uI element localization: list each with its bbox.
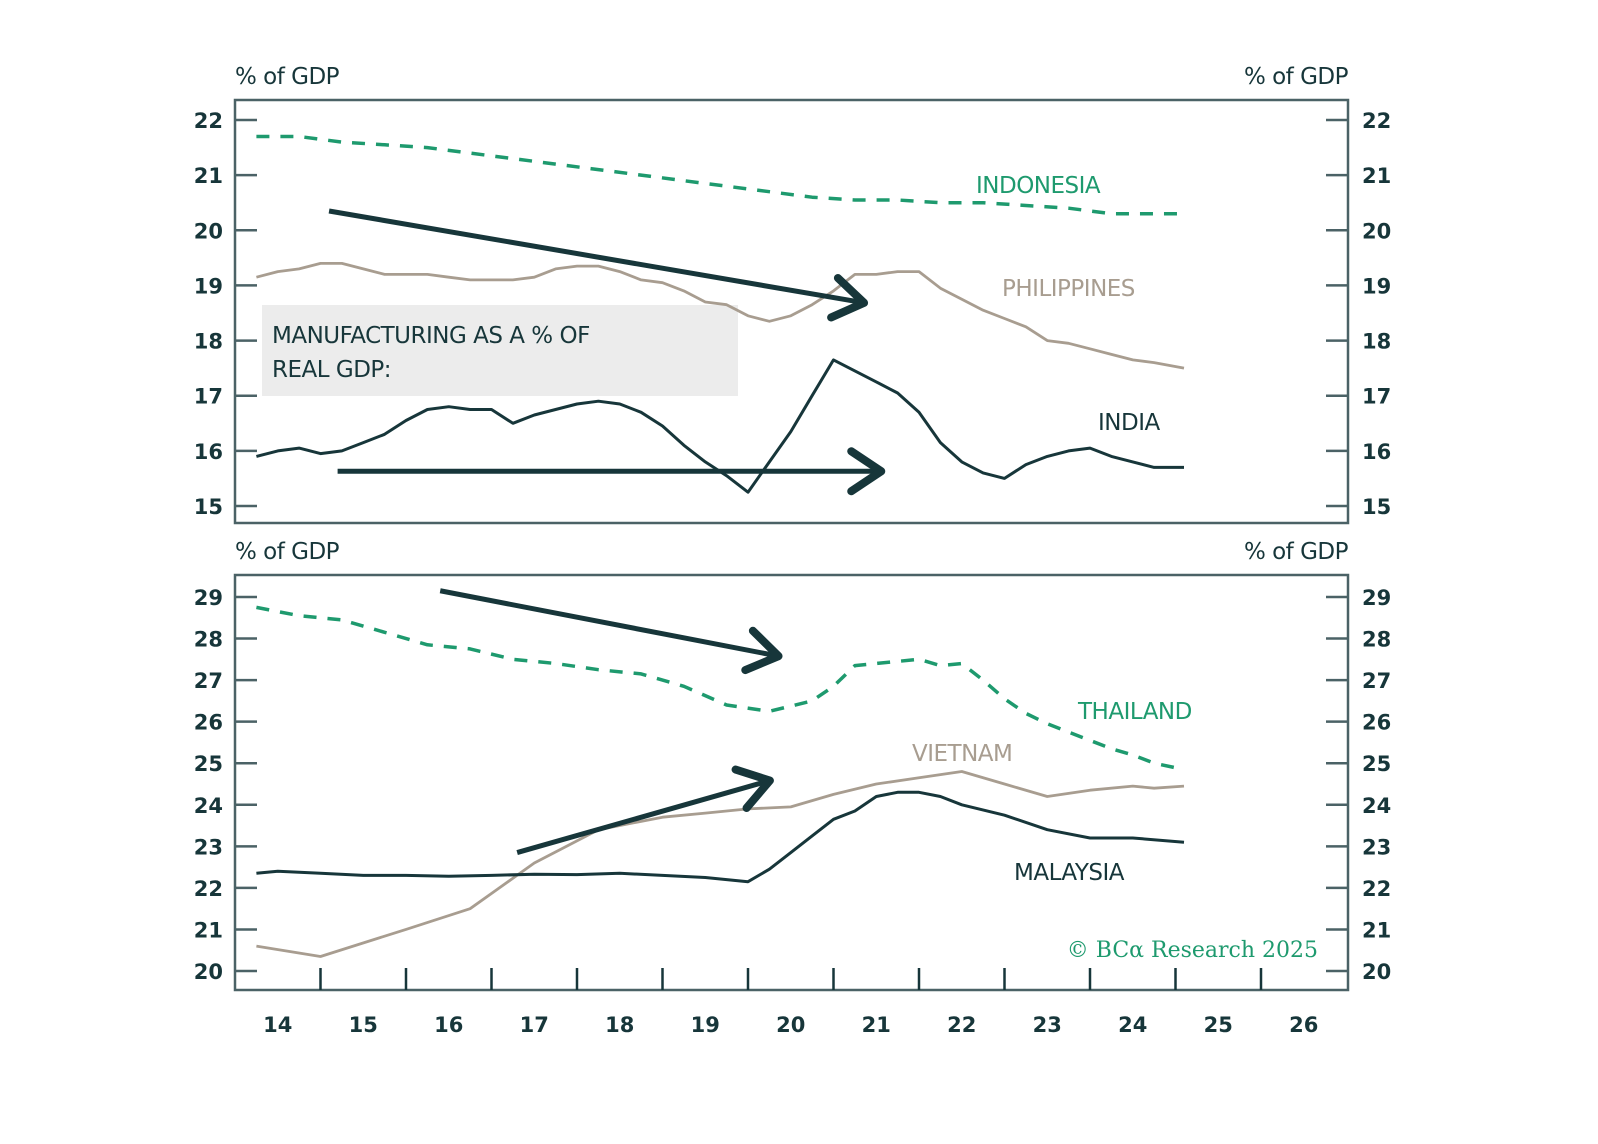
- y-tick-label-right: 17: [1362, 385, 1391, 409]
- y-tick-label-right: 18: [1362, 330, 1391, 354]
- series-line-philippines: [256, 261, 1185, 370]
- y-tick-label-right: 29: [1362, 586, 1391, 610]
- y-tick-label-right: 22: [1362, 877, 1391, 901]
- x-tick-label: 24: [1118, 1013, 1147, 1037]
- x-tick-label: 17: [520, 1013, 549, 1037]
- y-tick-label-left: 29: [194, 586, 223, 610]
- y-tick-label-right: 22: [1362, 109, 1391, 133]
- right-axis-title: % of GDP: [1244, 539, 1349, 565]
- y-tick-label-left: 18: [194, 330, 223, 354]
- x-ticks: 14 15 16 17 18 19 20 21 22 23 24 25 26: [263, 968, 1318, 1037]
- plot-frame: [233, 573, 1350, 992]
- top-panel: % of GDP % of GDP 15 15 16 16 17 17 18 18 19 19 20…: [194, 64, 1391, 525]
- y-tick-label-left: 28: [194, 628, 223, 652]
- y-tick-label-right: 23: [1362, 835, 1391, 859]
- y-tick-label-left: 20: [194, 960, 223, 984]
- y-tick-label-left: 16: [194, 440, 223, 464]
- y-ticks: 15 15 16 16 17 17 18 18 19 19 20 20 21 21 22 22: [194, 109, 1391, 519]
- x-tick-label: 18: [605, 1013, 634, 1037]
- y-tick-label-right: 26: [1362, 711, 1391, 735]
- x-tick-label: 26: [1289, 1013, 1318, 1037]
- series-label-thailand: THAILAND: [1077, 699, 1192, 725]
- y-tick-label-right: 16: [1362, 440, 1391, 464]
- series-line-malaysia: [256, 790, 1185, 884]
- series-layer: [256, 605, 1185, 958]
- y-tick-label-right: 21: [1362, 918, 1391, 942]
- plot-frame: [233, 98, 1350, 525]
- bottom-panel: % of GDP % of GDP 20 20 21 21 22 22 23 23 24 24 25…: [194, 539, 1391, 1037]
- annotation-arrows: [439, 588, 783, 855]
- x-tick-label: 19: [691, 1013, 720, 1037]
- chart-note: MANUFACTURING AS A % OF REAL GDP:: [262, 305, 738, 396]
- uptrend-arrow: [516, 765, 774, 855]
- x-tick-label: 16: [434, 1013, 463, 1037]
- y-tick-label-right: 21: [1362, 164, 1391, 188]
- note-line-1: MANUFACTURING AS A % OF: [272, 323, 590, 349]
- series-line-thailand: [256, 605, 1185, 772]
- copyright-credit: © BCα Research 2025: [1067, 938, 1318, 963]
- y-tick-label-right: 25: [1362, 752, 1391, 776]
- y-tick-label-left: 27: [194, 669, 223, 693]
- y-tick-label-right: 15: [1362, 495, 1391, 519]
- downtrend-arrow: [328, 208, 869, 322]
- x-tick-label: 14: [263, 1013, 292, 1037]
- y-tick-label-left: 19: [194, 274, 223, 298]
- note-line-2: REAL GDP:: [272, 357, 391, 383]
- y-tick-label-left: 17: [194, 385, 223, 409]
- y-tick-label-right: 24: [1362, 794, 1391, 818]
- x-tick-label: 25: [1204, 1013, 1233, 1037]
- y-tick-label-left: 23: [194, 835, 223, 859]
- y-tick-label-right: 20: [1362, 960, 1391, 984]
- y-tick-label-left: 20: [194, 219, 223, 243]
- y-tick-label-left: 22: [194, 109, 223, 133]
- y-tick-label-left: 25: [194, 752, 223, 776]
- series-label-philippines: PHILIPPINES: [1002, 276, 1135, 302]
- series-line-vietnam: [256, 770, 1185, 958]
- y-tick-label-left: 21: [194, 918, 223, 942]
- x-tick-label: 22: [947, 1013, 976, 1037]
- x-tick-label: 20: [776, 1013, 805, 1037]
- series-label-india: INDIA: [1098, 410, 1160, 436]
- y-tick-label-left: 22: [194, 877, 223, 901]
- series-label-indonesia: INDONESIA: [976, 173, 1101, 199]
- left-axis-title: % of GDP: [235, 64, 340, 90]
- series-label-vietnam: VIETNAM: [912, 741, 1012, 767]
- y-tick-label-left: 21: [194, 164, 223, 188]
- y-tick-label-left: 26: [194, 711, 223, 735]
- x-tick-label: 21: [862, 1013, 891, 1037]
- right-axis-title: % of GDP: [1244, 64, 1349, 90]
- left-axis-title: % of GDP: [235, 539, 340, 565]
- x-tick-label: 23: [1033, 1013, 1062, 1037]
- y-tick-label-left: 15: [194, 495, 223, 519]
- downtrend-arrow: [439, 588, 783, 675]
- y-tick-label-right: 28: [1362, 628, 1391, 652]
- y-tick-label-right: 19: [1362, 274, 1391, 298]
- note-background: [262, 305, 738, 396]
- y-tick-label-left: 24: [194, 794, 223, 818]
- annotation-arrows: [328, 208, 886, 496]
- y-ticks: 20 20 21 21 22 22 23 23 24 24 25 25 26 26 27 27 28 28 29 29: [194, 586, 1391, 984]
- x-tick-label: 15: [349, 1013, 378, 1037]
- y-tick-label-right: 27: [1362, 669, 1391, 693]
- series-label-malaysia: MALAYSIA: [1014, 860, 1125, 886]
- y-tick-label-right: 20: [1362, 219, 1391, 243]
